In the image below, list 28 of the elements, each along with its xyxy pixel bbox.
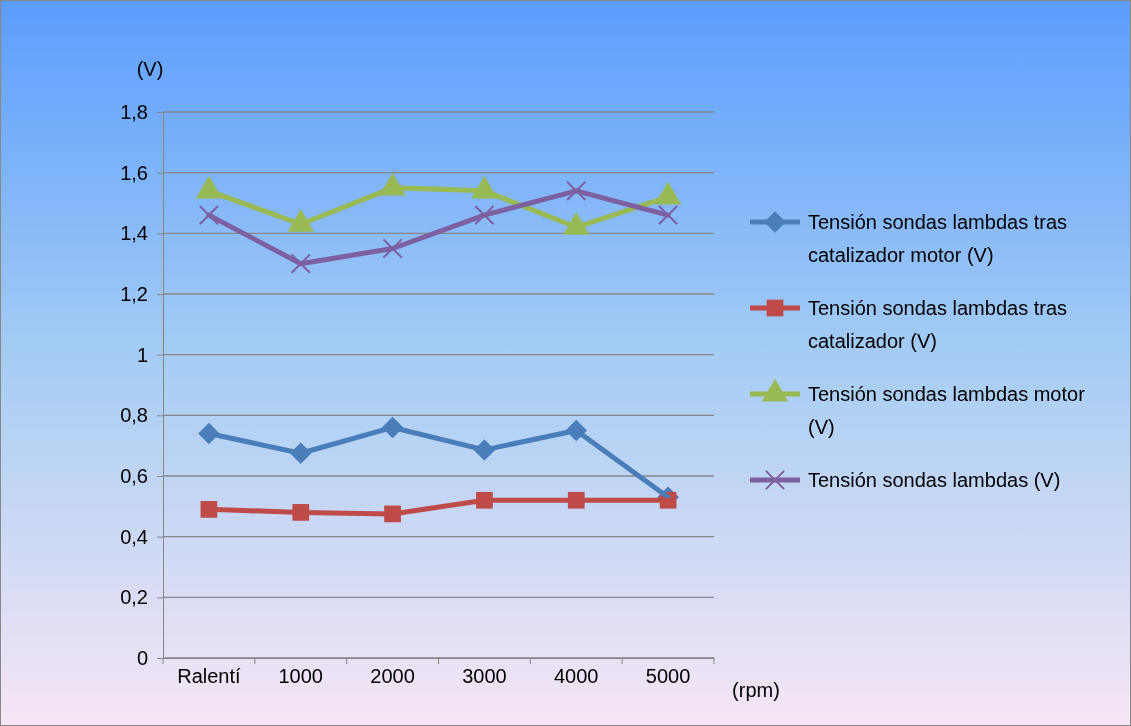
y-axis-title: (V) (136, 58, 164, 80)
x-axis-title: (rpm) (732, 679, 780, 701)
point (566, 180, 587, 202)
x-tick-label: 5000 (645, 665, 691, 687)
x-tick-label: 2000 (370, 665, 415, 687)
y-tick-label: 1,8 (120, 100, 148, 123)
y-tick-label: 1,6 (120, 161, 148, 184)
y-tick-label: 0,4 (120, 525, 148, 548)
y-tick-label: 1,4 (120, 222, 148, 245)
y-tick-label: 1 (136, 343, 148, 366)
x-tick-label: Ralentí (177, 665, 242, 687)
y-tick-label: 0,8 (120, 404, 148, 427)
point (474, 204, 495, 226)
legend-label: Tensión sondas lambdas motor (V) (808, 383, 1086, 438)
y-tick-label: 0,6 (120, 464, 148, 487)
point (382, 238, 403, 259)
y-tick-label: 0 (136, 646, 148, 669)
y-tick-label: 1,2 (120, 282, 148, 305)
x-tick-label: 3000 (462, 665, 507, 687)
y-tick-label: 0,2 (120, 586, 148, 609)
point (290, 253, 311, 274)
legend-label: Tensión sondas lambdas tras catalizador (V) (808, 297, 1068, 352)
point (657, 204, 679, 226)
legend-label: Tensión sondas lambdas (V) (808, 469, 1061, 491)
point (198, 204, 220, 226)
x-tick-label: 1000 (278, 665, 323, 687)
x-tick-label: 4000 (554, 665, 599, 687)
legend-label: Tensión sondas lambdas tras catalizador motor (V) (808, 211, 1068, 266)
